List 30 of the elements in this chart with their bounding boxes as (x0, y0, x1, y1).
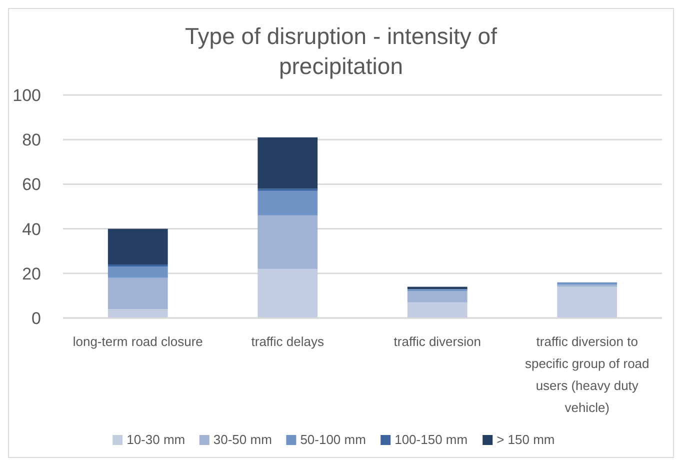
x-tick-label: long-term road closure (72, 334, 203, 349)
legend-label: 10-30 mm (126, 432, 186, 447)
y-tick-label: 60 (22, 175, 41, 194)
bar (557, 286, 618, 318)
bar (108, 228, 168, 264)
bar (108, 264, 168, 267)
bar (108, 309, 168, 318)
x-tick-label: traffic diversion to specific group of road users (heavy duty vehicle) (524, 334, 650, 415)
bar (407, 291, 468, 302)
legend-label: 30-50 mm (213, 432, 272, 447)
y-tick-label: 0 (32, 308, 41, 328)
x-tick-label: traffic delays (251, 334, 324, 349)
chart-title: Type of disruption - intensity of precipitation (185, 23, 498, 79)
bar (258, 137, 318, 189)
y-tick-label: 80 (22, 130, 41, 150)
bar (258, 190, 318, 216)
bar (557, 282, 618, 285)
legend-label: 100-150 mm (394, 432, 468, 447)
bar (108, 266, 168, 278)
y-tick-label: 20 (22, 264, 41, 284)
bar (258, 215, 318, 269)
legend-label: > 150 mm (496, 432, 555, 447)
y-tick-label: 40 (22, 220, 41, 239)
bar (407, 302, 468, 318)
x-tick-label: traffic diversion (394, 334, 481, 349)
legend-label: 50-100 mm (300, 432, 366, 447)
bar (258, 268, 318, 318)
y-tick-label: 100 (12, 86, 41, 105)
bar (108, 278, 168, 310)
bar (407, 286, 468, 290)
